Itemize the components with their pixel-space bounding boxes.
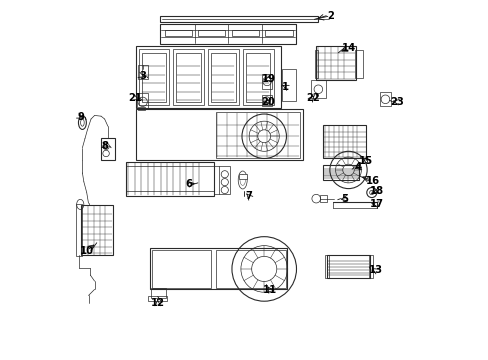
Bar [325,255,328,278]
Bar [81,205,113,255]
Bar [173,49,203,105]
Bar [150,248,286,289]
Text: 15: 15 [358,156,372,166]
Bar [261,95,271,106]
Bar [152,250,211,288]
Text: 21: 21 [128,93,142,103]
Text: 12: 12 [150,298,164,308]
Bar [314,50,318,78]
Bar [368,255,372,278]
Bar [215,112,300,158]
Text: 18: 18 [368,186,383,197]
Bar [265,30,292,36]
Text: 4: 4 [354,162,361,172]
Bar [136,45,281,108]
Bar [138,107,144,110]
Bar [245,53,270,102]
Bar [136,109,302,160]
Text: 11: 11 [263,285,277,296]
Text: 5: 5 [341,194,347,204]
Text: 6: 6 [185,179,192,189]
Text: 13: 13 [367,265,382,275]
Bar [198,30,225,36]
Bar [126,162,214,196]
Bar [76,204,82,256]
Bar [160,24,296,44]
Bar [231,30,259,36]
Bar [239,174,246,179]
Bar [138,65,148,79]
Bar [101,138,115,160]
Bar [164,30,192,36]
Bar [148,296,167,301]
Bar [142,53,165,102]
Bar [139,49,169,105]
Text: 2: 2 [326,11,333,21]
Text: 7: 7 [245,191,252,201]
Text: 10: 10 [80,246,94,256]
Bar [323,165,359,180]
Bar [151,288,165,298]
Bar [316,46,355,80]
Bar [243,49,273,105]
Text: 14: 14 [341,43,355,53]
Bar [354,50,362,78]
Text: 3: 3 [139,71,145,81]
Bar [310,80,325,98]
Bar [323,125,366,158]
Bar [215,250,285,288]
Text: 19: 19 [262,74,275,84]
Text: 8: 8 [102,141,109,151]
Text: 17: 17 [369,199,384,210]
Bar [379,93,390,106]
Bar [319,195,326,202]
Bar [281,69,296,101]
Text: 22: 22 [305,93,319,103]
Text: 1: 1 [282,82,289,92]
Text: 20: 20 [261,97,274,107]
Bar [160,16,317,22]
Text: 16: 16 [365,176,379,186]
Text: 23: 23 [389,97,403,107]
Bar [214,166,230,194]
Bar [211,53,235,102]
Bar [208,49,238,105]
Bar [326,255,369,278]
Text: 9: 9 [78,112,84,122]
Bar [137,93,148,108]
Bar [261,74,272,89]
Bar [176,53,201,102]
